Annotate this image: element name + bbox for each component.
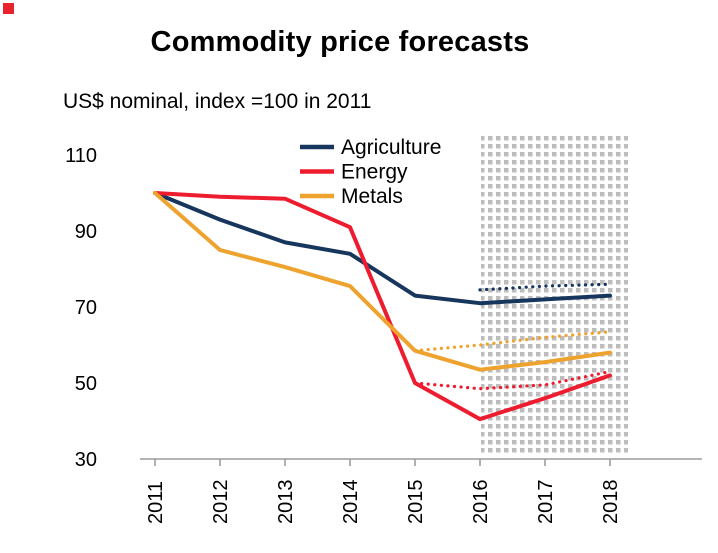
series-line-metals-forecast <box>413 330 612 353</box>
y-tick-label-70: 70 <box>75 297 97 319</box>
series-line-agriculture-actual <box>153 191 612 306</box>
legend-label-agriculture: Agriculture <box>341 136 441 159</box>
x-tick-label-2018: 2018 <box>600 480 622 525</box>
axis-layer: 2011 2012 2013 2014 2015 2016 2017 2018 110 90 70 5… <box>65 145 702 524</box>
x-tick-label-2017: 2017 <box>535 480 557 525</box>
chart-subtitle: US$ nominal, index =100 in 2011 <box>63 90 372 113</box>
x-tick-label-2015: 2015 <box>405 480 427 525</box>
series-line-metals-actual <box>153 191 612 372</box>
y-tick-label-90: 90 <box>75 221 97 243</box>
series-line-energy-forecast <box>413 370 612 391</box>
x-tick-label-2011: 2011 <box>145 481 167 524</box>
y-tick-label-30: 30 <box>75 449 97 471</box>
corner-marker <box>3 3 14 14</box>
x-tick-label-2016: 2016 <box>470 480 492 525</box>
series-line-agriculture-forecast <box>478 282 612 292</box>
legend-label-energy: Energy <box>341 161 408 184</box>
x-tick-label-2014: 2014 <box>340 480 362 525</box>
y-tick-label-50: 50 <box>75 373 97 395</box>
legend-label-metals: Metals <box>341 185 403 208</box>
y-tick-label-110: 110 <box>65 145 97 167</box>
series-layer <box>153 191 612 422</box>
chart-title: Commodity price forecasts <box>150 26 530 58</box>
x-tick-label-2012: 2012 <box>210 480 232 525</box>
series-line-energy-actual <box>153 191 612 422</box>
x-tick-label-2013: 2013 <box>275 480 297 525</box>
